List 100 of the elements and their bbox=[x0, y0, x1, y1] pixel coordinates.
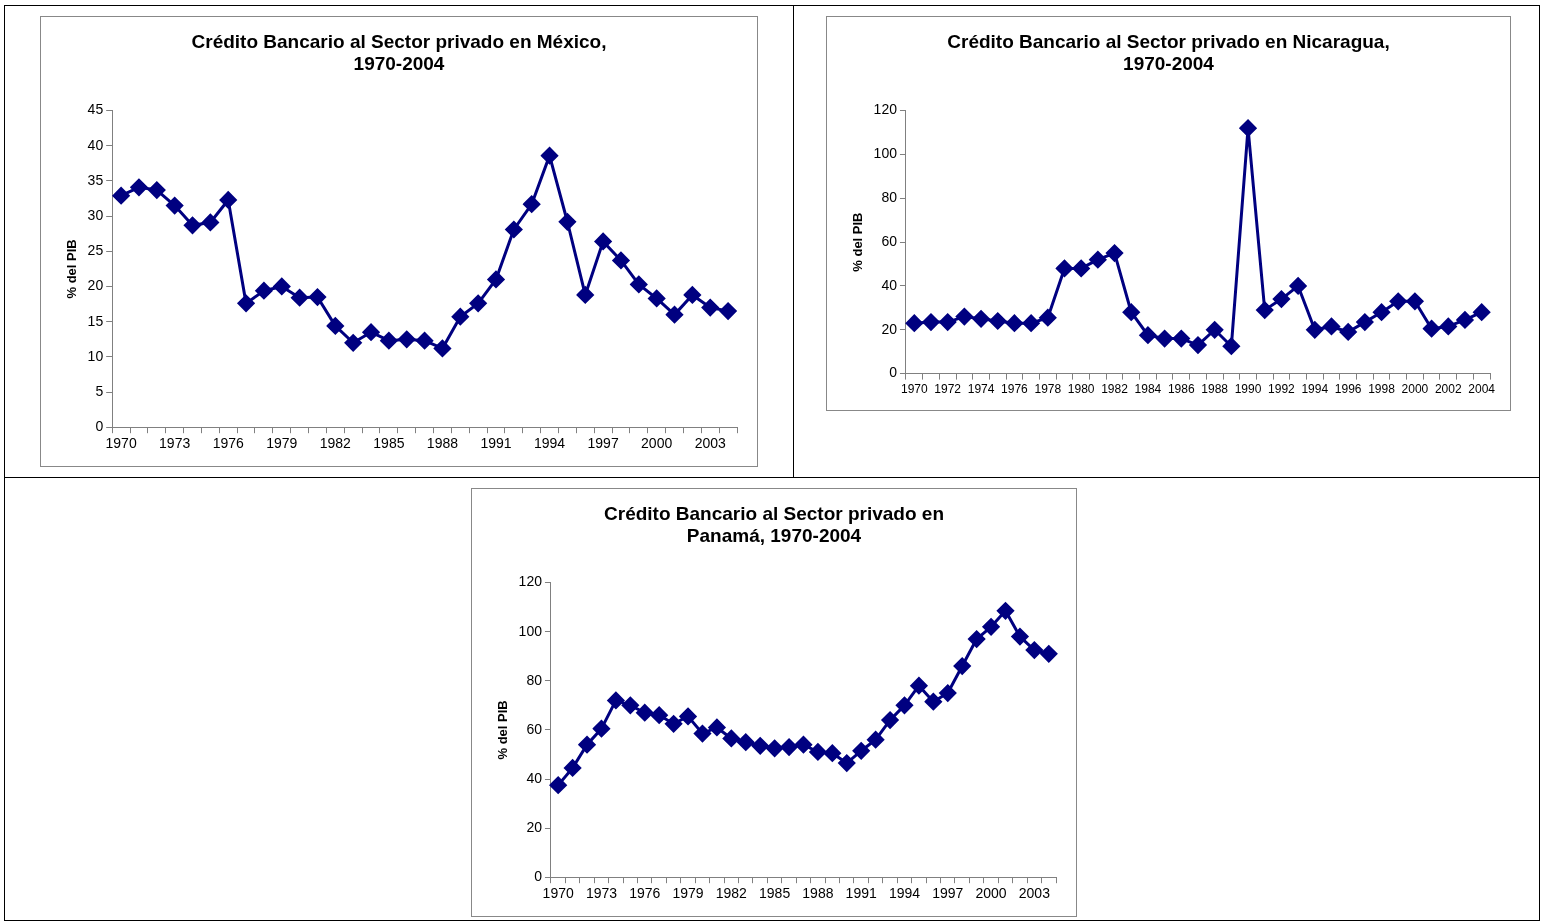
point bbox=[1206, 321, 1224, 339]
y-tick-label: 60 bbox=[881, 232, 898, 249]
x-tick-label: 1973 bbox=[585, 885, 618, 902]
point bbox=[881, 711, 899, 729]
point bbox=[968, 630, 986, 648]
x-tick-label: 1988 bbox=[1201, 382, 1229, 397]
point bbox=[273, 277, 291, 295]
point bbox=[701, 299, 719, 317]
point bbox=[130, 178, 148, 196]
x-tick-label: 1972 bbox=[934, 382, 962, 397]
x-tick-label: 1992 bbox=[1268, 382, 1296, 397]
y-tick-label: 80 bbox=[526, 671, 543, 688]
point bbox=[541, 147, 559, 165]
x-tick-label: 1996 bbox=[1334, 382, 1362, 397]
point bbox=[953, 657, 971, 675]
y-tick-label: 100 bbox=[873, 145, 898, 162]
point bbox=[665, 715, 683, 733]
x-tick-label: 1976 bbox=[212, 435, 244, 452]
point bbox=[780, 738, 798, 756]
chart-title: Crédito Bancario al Sector privado en Panamá, 1970-2004 bbox=[604, 502, 944, 547]
point bbox=[308, 288, 326, 306]
point bbox=[823, 744, 841, 762]
y-tick-label: 120 bbox=[518, 573, 543, 590]
x-tick-label: 2000 bbox=[641, 435, 673, 452]
point bbox=[523, 195, 541, 213]
x-tick-label: 1976 bbox=[1001, 382, 1029, 397]
x-tick-label: 1970 bbox=[542, 885, 574, 902]
point bbox=[939, 313, 957, 331]
x-tick-label: 1985 bbox=[759, 885, 791, 902]
y-tick-label: 40 bbox=[87, 136, 104, 153]
y-tick-label: 45 bbox=[87, 101, 104, 118]
x-tick-label: 2003 bbox=[694, 435, 726, 452]
point bbox=[1040, 645, 1058, 663]
point bbox=[722, 729, 740, 747]
point bbox=[1055, 259, 1073, 277]
point bbox=[895, 696, 913, 714]
point bbox=[505, 221, 523, 238]
y-tick-label: 0 bbox=[95, 418, 104, 435]
point bbox=[838, 754, 856, 772]
x-tick-label: 2003 bbox=[1018, 885, 1051, 902]
point bbox=[679, 707, 697, 725]
point bbox=[148, 181, 166, 199]
point bbox=[1322, 317, 1340, 335]
point bbox=[1473, 303, 1491, 321]
point bbox=[939, 684, 957, 702]
point bbox=[166, 197, 184, 215]
x-tick-label: 1982 bbox=[1101, 382, 1129, 397]
point bbox=[997, 602, 1014, 620]
x-tick-label: 1991 bbox=[845, 885, 877, 902]
y-tick-label: 100 bbox=[518, 622, 543, 639]
point bbox=[924, 693, 942, 711]
point bbox=[1406, 292, 1424, 310]
point bbox=[594, 232, 612, 250]
x-tick-label: 1979 bbox=[672, 885, 704, 902]
point bbox=[1072, 259, 1090, 277]
point bbox=[576, 286, 594, 304]
point bbox=[237, 294, 255, 312]
point bbox=[112, 187, 130, 205]
point bbox=[910, 677, 928, 695]
point bbox=[1025, 641, 1043, 659]
point bbox=[636, 704, 654, 722]
point bbox=[1156, 330, 1174, 348]
point bbox=[1456, 311, 1474, 329]
point bbox=[558, 213, 576, 231]
x-tick-label: 1988 bbox=[802, 885, 834, 902]
x-tick-label: 1997 bbox=[587, 435, 619, 452]
point bbox=[1239, 119, 1257, 137]
x-tick-label: 1980 bbox=[1067, 382, 1095, 397]
point bbox=[1356, 313, 1374, 331]
point bbox=[1373, 303, 1391, 321]
y-tick-label: 20 bbox=[526, 818, 543, 835]
point bbox=[184, 216, 202, 234]
y-tick-label: 10 bbox=[87, 347, 104, 364]
point bbox=[852, 742, 870, 760]
x-tick-label: 1973 bbox=[159, 435, 191, 452]
point bbox=[433, 339, 451, 357]
point bbox=[469, 294, 487, 312]
point bbox=[1439, 317, 1457, 335]
point bbox=[1022, 314, 1040, 332]
y-tick-label: 20 bbox=[87, 277, 104, 294]
y-tick-label: 20 bbox=[881, 320, 898, 337]
x-tick-label: 1997 bbox=[932, 885, 964, 902]
point bbox=[487, 270, 505, 288]
point bbox=[719, 302, 737, 320]
point bbox=[989, 312, 1007, 330]
point bbox=[564, 759, 582, 777]
point bbox=[344, 334, 362, 352]
point bbox=[578, 736, 596, 754]
point bbox=[955, 308, 973, 326]
point bbox=[1339, 323, 1357, 341]
point bbox=[416, 332, 434, 350]
point bbox=[291, 289, 309, 307]
point bbox=[1306, 321, 1324, 339]
point bbox=[972, 310, 990, 328]
chart-title: Crédito Bancario al Sector privado en Nicaragua, 1970-2004 bbox=[947, 30, 1390, 75]
point bbox=[1139, 326, 1157, 344]
x-tick-label: 1979 bbox=[266, 435, 298, 452]
point bbox=[1256, 301, 1274, 319]
y-tick-label: 80 bbox=[881, 189, 898, 206]
x-tick-label: 1994 bbox=[1301, 382, 1329, 397]
